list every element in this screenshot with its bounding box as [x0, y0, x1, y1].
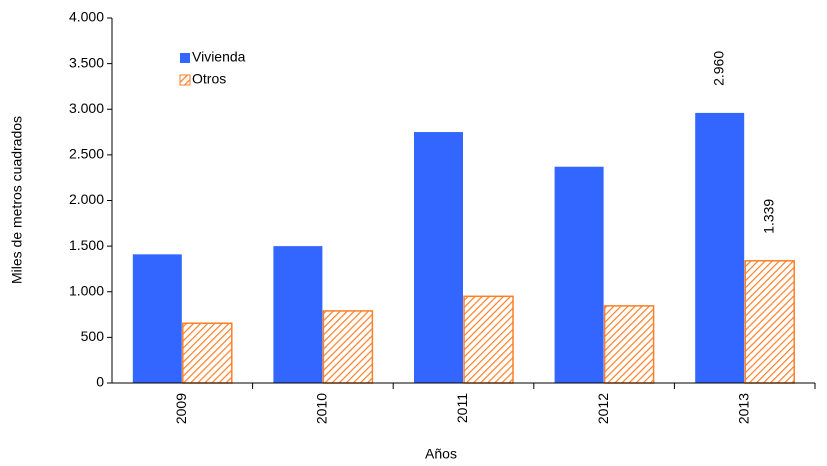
bar [463, 295, 514, 384]
legend-swatch [179, 74, 191, 86]
x-tick-label: 2010 [314, 393, 330, 424]
bar [182, 322, 233, 384]
data-label: 2.960 [710, 51, 726, 86]
y-tick-label: 4.000 [69, 9, 104, 25]
y-tick-label: 1.500 [69, 237, 104, 253]
x-axis-title: Años [425, 446, 457, 462]
legend-label: Vivienda [192, 49, 246, 65]
bar [132, 254, 182, 383]
x-tick-label: 2013 [735, 393, 751, 424]
bar [603, 305, 655, 384]
y-tick-label: 500 [81, 328, 105, 344]
y-tick-label: 1.000 [69, 282, 104, 298]
data-label: 1.339 [760, 199, 776, 234]
x-tick-label: 2012 [595, 393, 611, 424]
y-tick-label: 3.000 [69, 100, 104, 116]
bar [273, 246, 323, 383]
y-tick-label: 2.000 [69, 191, 104, 207]
y-tick-label: 2.500 [69, 146, 104, 162]
bar [322, 310, 374, 384]
x-tick-label: 2009 [173, 393, 189, 424]
bar [744, 260, 795, 384]
bar [414, 132, 463, 383]
bar [695, 112, 745, 384]
bar [554, 166, 604, 383]
y-axis-title: Miles de metros cuadrados [9, 116, 25, 284]
y-tick-label: 3.500 [69, 54, 104, 70]
x-tick-label: 2011 [454, 393, 470, 423]
legend-label: Otros [192, 71, 226, 87]
legend-swatch [180, 53, 190, 63]
y-tick-label: 0 [96, 374, 104, 390]
